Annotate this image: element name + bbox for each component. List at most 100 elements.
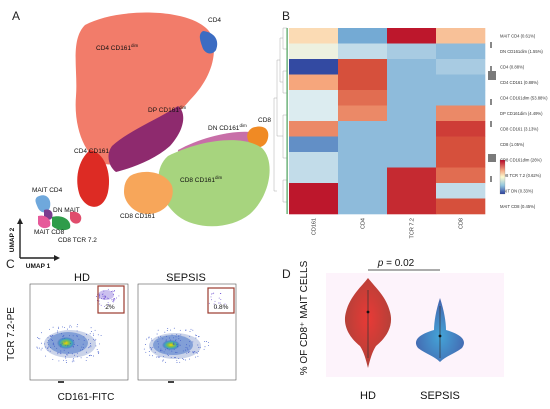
heatmap-col-label: CD8 xyxy=(459,218,465,229)
flow-event-dot xyxy=(36,346,38,348)
flow-event-dot xyxy=(173,348,175,350)
flow-event-dot xyxy=(99,295,100,297)
flow-event-dot xyxy=(90,327,92,329)
flow-event-dot xyxy=(99,303,101,305)
flow-event-dot xyxy=(176,333,178,335)
flow-event-dot xyxy=(176,352,178,353)
flow-event-dot xyxy=(93,355,94,357)
heatmap-cell xyxy=(387,59,437,75)
flow-event-dot xyxy=(164,331,166,333)
flow-event-dot xyxy=(88,354,90,356)
flow-event-dot xyxy=(213,303,215,305)
flow-event-dot xyxy=(157,356,159,358)
cluster-mait-cd4 xyxy=(35,195,51,213)
p-value-label: p = 0.02 xyxy=(377,258,415,269)
flow-event-dot xyxy=(177,346,179,347)
flow-event-dot xyxy=(173,337,174,339)
violin-y-label: % OF CD8⁺ MAIT CELLS xyxy=(299,260,310,375)
flow-event-dot xyxy=(71,326,72,328)
flow-event-dot xyxy=(150,346,151,348)
flow-event-dot xyxy=(94,329,96,331)
flow-event-dot xyxy=(72,359,74,361)
flow-event-dot xyxy=(98,297,100,299)
flow-event-dot xyxy=(89,333,91,335)
flow-event-dot xyxy=(213,292,215,294)
flow-event-dot xyxy=(38,337,40,339)
heatmap-cell xyxy=(436,167,486,184)
flow-event-dot xyxy=(76,352,78,354)
flow-event-dot xyxy=(187,352,189,353)
flow-event-dot xyxy=(56,330,58,332)
flow-event-dot xyxy=(37,347,39,349)
flow-event-dot xyxy=(118,295,120,297)
flow-event-dot xyxy=(165,349,166,351)
flow-event-dot xyxy=(184,359,186,361)
flow-event-dot xyxy=(82,349,84,351)
cluster-cd4 xyxy=(199,31,218,54)
heatmap-row-label: MAIT CD8 (0.45%) xyxy=(500,204,536,209)
flow-event-dot xyxy=(203,348,205,350)
flow-event-dot xyxy=(207,341,209,343)
flow-event-dot xyxy=(92,333,94,335)
flow-event-dot xyxy=(107,301,109,303)
heatmap-row-label: MAIT CD4 (0.61%) xyxy=(500,33,536,38)
heatmap-row-label: CD8 TCR 7.2 (0.62%) xyxy=(500,173,541,178)
heatmap-cell xyxy=(387,198,437,215)
flow-event-dot xyxy=(179,329,181,331)
flow-event-dot xyxy=(168,349,170,351)
flow-event-dot xyxy=(76,335,78,337)
flow-event-dot xyxy=(163,351,165,353)
flow-event-dot xyxy=(67,354,69,356)
flow-event-dot xyxy=(183,359,185,361)
heatmap-row-label: MAIT DN (0.33%) xyxy=(500,188,534,193)
flow-event-dot xyxy=(198,336,200,337)
flow-gate-sepsis xyxy=(207,287,235,314)
flow-event-dot xyxy=(178,335,180,337)
flow-event-dot xyxy=(102,295,104,297)
flow-event-dot xyxy=(174,356,175,358)
flow-event-dot xyxy=(161,350,163,352)
flow-event-dot xyxy=(163,355,165,357)
flow-event-dot xyxy=(185,329,187,331)
flow-event-dot xyxy=(102,298,104,300)
flow-event-dot xyxy=(212,293,214,295)
flow-event-dot xyxy=(60,346,62,348)
flow-event-dot xyxy=(193,352,195,354)
flow-event-dot xyxy=(61,326,63,328)
flow-event-dot xyxy=(150,347,152,349)
heatmap-cell xyxy=(387,90,437,106)
flow-event-dot xyxy=(88,339,90,341)
flow-event-dot xyxy=(60,350,62,352)
umap1-label: UMAP 1 xyxy=(26,263,51,270)
flow-event-dot xyxy=(113,300,115,302)
flow-event-dot xyxy=(70,343,71,344)
flow-event-dot xyxy=(41,332,43,334)
flow-event-dot xyxy=(196,352,198,354)
flow-event-dot xyxy=(148,351,150,352)
flow-event-dot xyxy=(45,346,47,348)
flow-event-dot xyxy=(218,297,220,299)
flow-event-dot xyxy=(63,326,65,328)
flow-event-dot xyxy=(113,299,115,301)
flow-event-dot xyxy=(52,335,54,337)
flow-event-dot xyxy=(112,294,114,296)
flow-event-dot xyxy=(156,356,158,358)
flow-event-dot xyxy=(51,335,53,337)
flow-event-dot xyxy=(99,343,100,345)
flow-event-dot xyxy=(65,356,67,358)
heatmap-cell xyxy=(289,198,339,215)
flow-event-dot xyxy=(95,345,97,347)
heatmap-cell xyxy=(338,183,388,199)
cluster-cd4-cd161dim xyxy=(75,12,214,165)
flow-event-dot xyxy=(60,353,62,355)
flow-event-dot xyxy=(219,293,221,295)
flow-event-dot xyxy=(86,334,87,335)
flow-event-dot xyxy=(74,354,76,356)
heatmap-cell xyxy=(387,121,437,137)
flow-event-dot xyxy=(169,339,171,341)
flow-event-dot xyxy=(94,340,96,341)
flow-event-dot xyxy=(96,348,98,350)
flow-event-dot xyxy=(66,328,68,330)
flow-event-dot xyxy=(62,335,64,337)
